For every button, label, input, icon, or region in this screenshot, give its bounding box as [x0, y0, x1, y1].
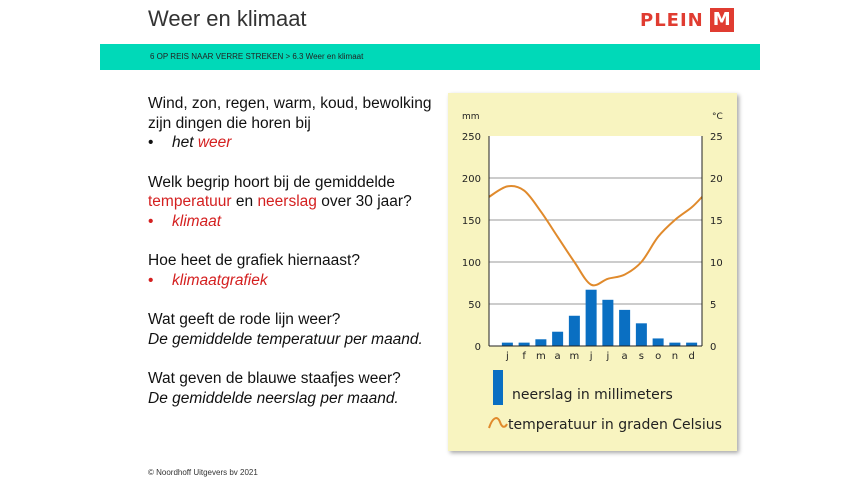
precipitation-bar	[552, 331, 564, 346]
question-text: over 30 jaar?	[316, 193, 412, 210]
precipitation-bar	[568, 315, 580, 346]
precipitation-bar	[602, 299, 614, 346]
answer-text: De gemiddelde temperatuur per maand.	[148, 330, 423, 348]
month-label: m	[536, 351, 546, 362]
right-tick-label: 10	[710, 258, 723, 269]
right-tick-label: 0	[710, 342, 716, 353]
left-tick-label: 200	[462, 174, 481, 185]
climate-chart-panel: 0 0 50 5 100 10 150 15 200 20 250 25 mm °C j f m a m j j a s o n…	[448, 93, 737, 451]
question-text: Hoe heet de grafiek hiernaast?	[148, 252, 360, 269]
right-tick-label: 20	[710, 174, 723, 185]
copyright: © Noordhoff Uitgevers bv 2021	[148, 468, 258, 477]
precipitation-bar	[518, 342, 530, 346]
month-label: j	[605, 351, 609, 362]
right-tick-label: 25	[710, 132, 723, 143]
legend-precipitation: neerslag in millimeters	[512, 387, 673, 403]
legend-bar-swatch	[493, 370, 503, 405]
left-tick-label: 0	[475, 342, 481, 353]
precipitation-bar	[686, 342, 698, 346]
answer-text: klimaatgrafiek	[172, 271, 268, 289]
question-text: Wind, zon, regen, warm, koud, bewolking …	[148, 95, 432, 132]
question-5: Wat geven de blauwe staafjes weer? De gem…	[148, 369, 438, 408]
precipitation-bar	[585, 289, 597, 346]
right-tick-label: 5	[710, 300, 716, 311]
plein-m-logo: PLEIN M	[640, 8, 734, 32]
bullet: •	[148, 212, 154, 230]
precipitation-bar	[501, 342, 513, 346]
left-tick-label: 250	[462, 132, 481, 143]
left-axis-unit: mm	[462, 112, 480, 122]
bullet: •	[148, 134, 154, 151]
precipitation-bar	[535, 339, 547, 346]
breadcrumb: 6 OP REIS NAAR VERRE STREKEN > 6.3 Weer …	[150, 52, 364, 61]
question-3: Hoe heet de grafiek hiernaast? • klimaatgr…	[148, 251, 438, 290]
question-text: Welk begrip hoort bij de gemiddelde	[148, 173, 396, 191]
precipitation-bar	[669, 342, 681, 346]
legend-temperature: temperatuur in graden Celsius	[508, 417, 722, 433]
month-label: d	[688, 351, 694, 362]
answer-text: klimaat	[172, 212, 222, 230]
logo-text: PLEIN	[640, 9, 704, 31]
logo-mark: M	[709, 8, 734, 32]
answer-highlight: weer	[197, 134, 232, 151]
question-text: Wat geeft de rode lijn weer?	[148, 311, 341, 328]
right-axis-unit: °C	[712, 112, 723, 122]
month-label: a	[555, 351, 561, 362]
question-4: Wat geeft de rode lijn weer? De gemiddeld…	[148, 310, 438, 349]
answer-text: het	[172, 134, 198, 151]
bullet: •	[148, 271, 154, 289]
question-text: en	[231, 193, 258, 210]
month-label: j	[589, 351, 593, 362]
question-2: Welk begrip hoort bij de gemiddelde tempe…	[148, 173, 438, 232]
month-label: m	[570, 351, 580, 362]
left-tick-label: 100	[462, 258, 481, 269]
breadcrumb-bar: 6 OP REIS NAAR VERRE STREKEN > 6.3 Weer …	[100, 44, 760, 70]
month-label: o	[655, 351, 661, 362]
left-tick-label: 150	[462, 216, 481, 227]
month-label: j	[505, 351, 509, 362]
month-label: s	[639, 351, 644, 362]
question-list: Wind, zon, regen, warm, koud, bewolking …	[148, 94, 438, 428]
answer-text: De gemiddelde neerslag per maand.	[148, 389, 399, 407]
right-tick-label: 15	[710, 216, 723, 227]
temperature-line	[488, 185, 703, 287]
precipitation-bar	[619, 309, 631, 346]
month-label: n	[672, 351, 678, 362]
precipitation-bar	[652, 338, 664, 346]
question-text: Wat geven de blauwe staafjes weer?	[148, 370, 401, 387]
highlight-neerslag: neerslag	[257, 193, 317, 210]
precipitation-bar	[635, 323, 647, 346]
highlight-temperatuur: temperatuur	[148, 193, 232, 210]
month-label: a	[622, 351, 628, 362]
question-1: Wind, zon, regen, warm, koud, bewolking …	[148, 94, 438, 153]
left-tick-label: 50	[468, 300, 481, 311]
legend-line-swatch	[488, 417, 508, 429]
month-label: f	[522, 351, 526, 362]
page-title: Weer en klimaat	[148, 6, 307, 31]
